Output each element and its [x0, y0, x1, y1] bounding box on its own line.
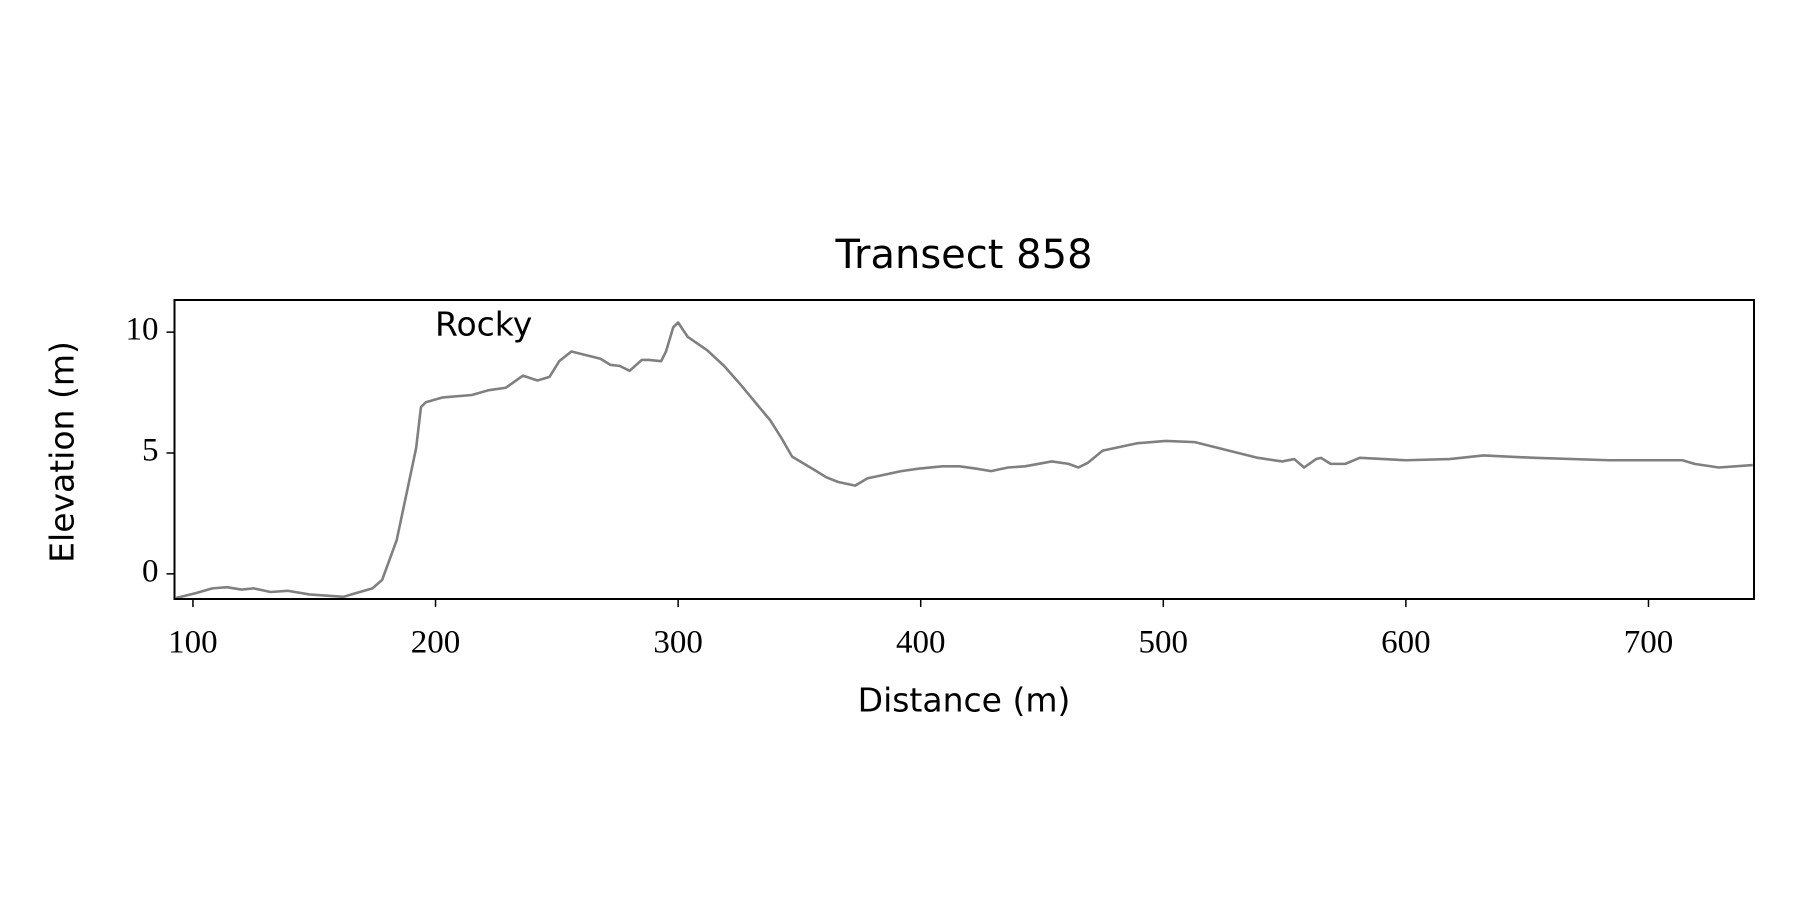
x-tick-label: 700	[1624, 625, 1674, 661]
chart-title: Transect 858	[834, 232, 1092, 278]
x-tick-label: 300	[653, 625, 703, 661]
y-tick-label: 5	[142, 433, 159, 469]
x-tick-label: 200	[411, 625, 461, 661]
annotation: Rocky	[435, 305, 532, 344]
x-tick-label: 100	[168, 625, 218, 661]
x-tick-label: 600	[1381, 625, 1431, 661]
x-axis-label: Distance (m)	[858, 681, 1071, 720]
y-axis-label: Elevation (m)	[43, 341, 82, 563]
plot-frame	[173, 299, 1755, 600]
y-tick-label: 10	[126, 312, 159, 348]
line	[175, 321, 1753, 599]
x-tick-label: 400	[896, 625, 946, 661]
x-tick-label: 500	[1139, 625, 1189, 661]
y-tick-label: 0	[142, 553, 159, 589]
